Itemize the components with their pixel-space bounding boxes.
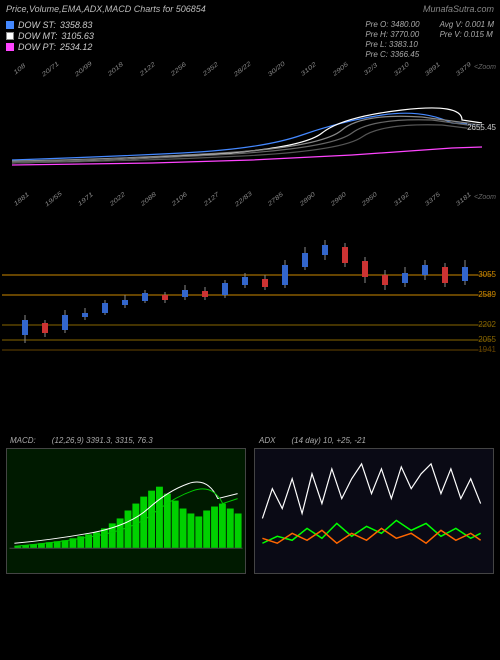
pre-open: Pre O: 3480.00	[365, 20, 419, 29]
adx-params: (14 day) 10, +25, -21	[287, 435, 370, 446]
ohlc-panel: Pre O: 3480.00 Pre H: 3770.00 Pre L: 338…	[365, 20, 494, 60]
macd-label: MACD:	[6, 435, 40, 446]
main-chart-container: 10820/7120/99201821222256235228/2230/203…	[0, 64, 500, 190]
adx-panel[interactable]	[254, 448, 494, 574]
dow-pt-item: DOW PT: 2534.12	[6, 42, 365, 52]
chart-header: Price,Volume,EMA,ADX,MACD Charts for 506…	[0, 0, 500, 18]
dow-legend: DOW ST: 3358.83 DOW MT: 3105.63 DOW PT: …	[6, 20, 365, 60]
indicator-panels	[0, 446, 500, 576]
macd-params: (12,26,9) 3391.3, 3315, 76.3	[48, 435, 157, 446]
candle-x-axis: 188119/551971202220882106212722/83278528…	[0, 194, 500, 205]
adx-label: ADX	[255, 435, 279, 446]
source-label: MunafaSutra.com	[423, 4, 494, 14]
zoom-control[interactable]: <Zoom	[474, 64, 496, 71]
dow-mt-value: 3105.63	[61, 31, 94, 41]
ema-chart[interactable]: 2655.45	[2, 75, 498, 190]
macd-panel[interactable]	[6, 448, 246, 574]
candle-chart-container: 188119/551971202220882106212722/83278528…	[0, 194, 500, 360]
pre-low: Pre L: 3383.10	[365, 40, 419, 49]
dow-st-swatch	[6, 21, 14, 29]
info-panel: DOW ST: 3358.83 DOW MT: 3105.63 DOW PT: …	[0, 18, 500, 64]
price-marker: 2655.45	[467, 123, 496, 132]
chart-title: Price,Volume,EMA,ADX,MACD Charts for 506…	[6, 4, 206, 14]
pre-high: Pre H: 3770.00	[365, 30, 419, 39]
dow-mt-item: DOW MT: 3105.63	[6, 31, 365, 41]
dow-pt-label: DOW PT:	[18, 42, 56, 52]
dow-mt-label: DOW MT:	[18, 31, 57, 41]
pre-close: Pre C: 3366.45	[365, 50, 419, 59]
dow-st-value: 3358.83	[60, 20, 93, 30]
dow-pt-value: 2534.12	[60, 42, 93, 52]
candlestick-chart[interactable]: 30552589220220551941	[2, 205, 498, 360]
indicator-headers: MACD: (12,26,9) 3391.3, 3315, 76.3 ADX (…	[0, 435, 500, 446]
main-x-axis: 10820/7120/99201821222256235228/2230/203…	[0, 64, 500, 75]
pre-volume: Pre V: 0.015 M	[440, 30, 494, 39]
avg-volume: Avg V: 0.001 M	[440, 20, 494, 29]
dow-pt-swatch	[6, 43, 14, 51]
dow-st-item: DOW ST: 3358.83	[6, 20, 365, 30]
dow-st-label: DOW ST:	[18, 20, 56, 30]
dow-mt-swatch	[6, 32, 14, 40]
zoom-control-2[interactable]: <Zoom	[474, 194, 496, 201]
